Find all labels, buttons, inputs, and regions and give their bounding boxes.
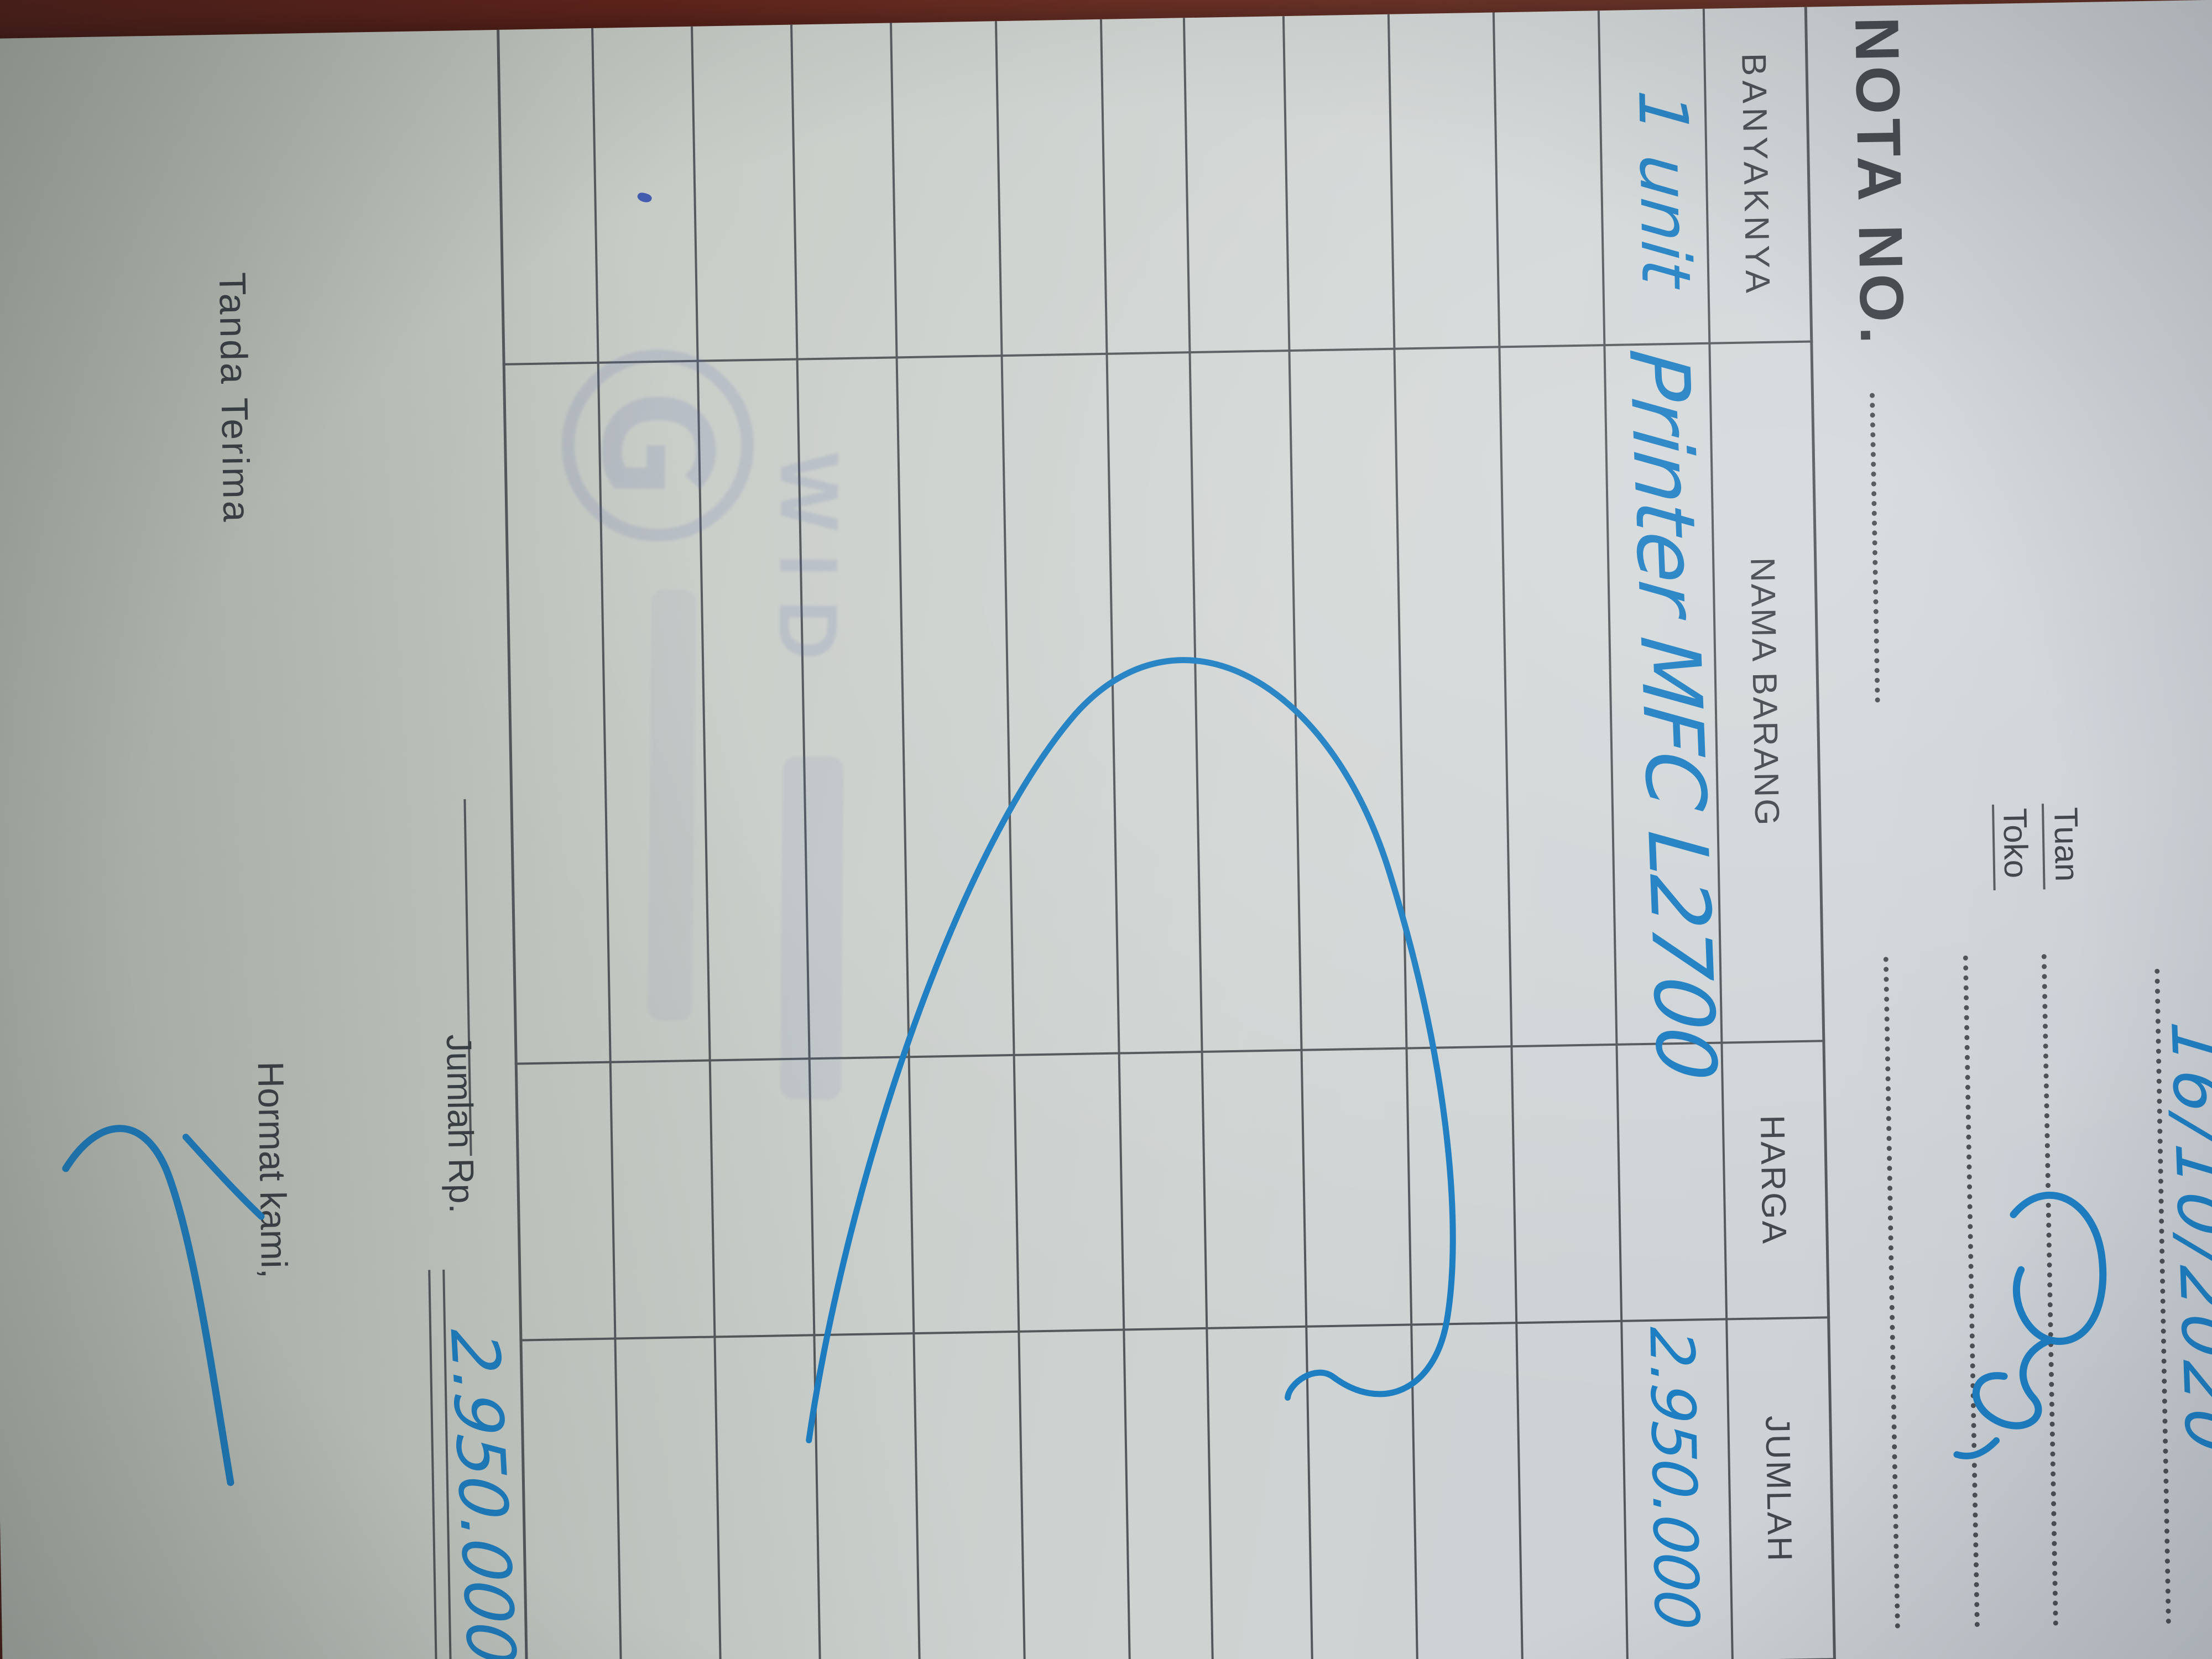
strike-loop-annotation [806, 657, 1456, 1443]
shop-stamp: Ⓖ WID [534, 334, 880, 1166]
toko-underline [1991, 804, 1996, 890]
header-harga: HARGA [1752, 1114, 1793, 1246]
toko-label: Toko [1996, 807, 2035, 879]
ink-speck [636, 191, 653, 205]
row1-jumlah-handwritten: 2.950.000 [1636, 1325, 1712, 1631]
nota-number-dotted-line [1869, 393, 1880, 703]
address-dotted-line [1883, 957, 1900, 1629]
header-nama-barang: NAMA BARANG [1743, 557, 1786, 828]
stamp-text-fragment: WID [761, 452, 857, 684]
header-banyaknya: BANYAKNYA [1734, 53, 1777, 298]
signature [62, 1125, 265, 1486]
stamp-text-blur [648, 589, 696, 1021]
row1-banyaknya-handwritten: 1 unit [1623, 87, 1705, 290]
nota-title: NOTA NO. [1842, 16, 1917, 349]
stamp-text-blur [780, 756, 844, 1100]
header-jumlah: JUMLAH [1758, 1415, 1799, 1563]
tuan-label: Tuan [2047, 807, 2086, 882]
table-top-border [1804, 7, 1836, 1659]
table-row-line [1597, 11, 1629, 1659]
receipt-document: NOTA NO. 16/10/2020 Tuan Toko [18, 0, 2212, 1659]
jumlah-rp-label: Jumlah Rp. [439, 1034, 482, 1214]
tanda-terima-label: Tanda Terima [211, 272, 258, 524]
tuan-name-handwriting [1953, 1191, 2107, 1459]
row1-nama-barang-handwritten: Printer MFC L2700 [1610, 346, 1734, 1082]
tuan-underline [2041, 804, 2046, 890]
